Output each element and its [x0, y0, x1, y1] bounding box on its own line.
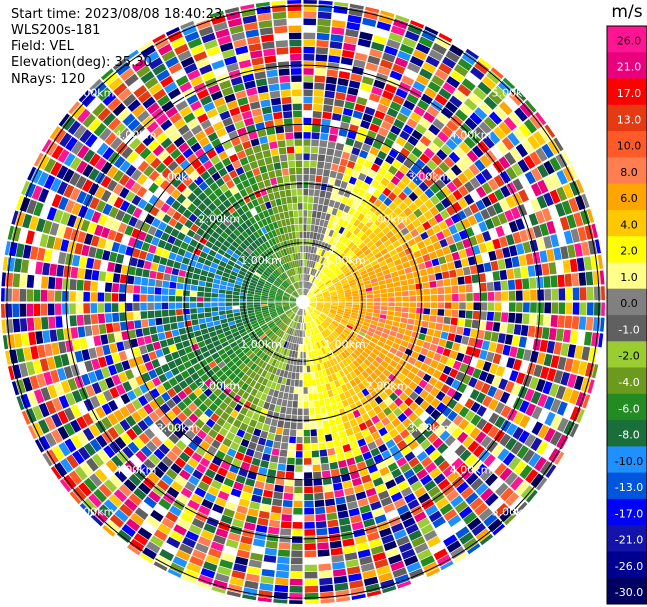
range-ring-label: 4.00km [450, 464, 492, 477]
velocity-gate-group [21, 1, 594, 594]
field-label: Field: VEL [11, 39, 74, 54]
start-time-label: Start time: 2023/08/08 18:40:23 [11, 7, 223, 22]
velocity-gate-group [18, 12, 602, 584]
range-ring-label: 2.00km [366, 380, 408, 393]
nrays-label: NRays: 120 [11, 72, 86, 87]
range-ring-label: 2.00km [199, 380, 241, 393]
azimuth-spoke-120 [302, 301, 565, 454]
azimuth-spoke-240 [41, 301, 304, 454]
range-ring-label: 5.00km [492, 505, 534, 518]
azimuth-spoke-330 [151, 40, 304, 303]
range-ring-label: 3.00km [408, 422, 450, 435]
range-ring-label: 3.00km [408, 170, 450, 183]
range-ring-label: 5.00km [492, 87, 534, 100]
range-ring-label: 5.00km [73, 87, 115, 100]
range-ring-label: 3.00km [157, 422, 199, 435]
velocity-gate-group [192, 142, 451, 463]
azimuth-spoke-210 [151, 301, 304, 564]
range-ring-label: 1.00km [240, 338, 282, 351]
range-ring-label: 1.00km [240, 254, 282, 267]
azimuth-spoke-300 [41, 150, 304, 303]
azimuth-spoke-150 [302, 301, 455, 564]
azimuth-spoke-60 [302, 150, 565, 303]
range-ring-labels: 1.00km 1.00km 1.00km 1.00km 2.00km 2.00km 2.00… [73, 87, 533, 519]
elevation-label: Elevation(deg): 35.30 [11, 55, 152, 70]
range-ring-label: 4.00km [450, 129, 492, 142]
velocity-gates [1, 0, 606, 605]
site-label: WLS200s-181 [11, 23, 101, 38]
range-ring-label: 2.00km [199, 212, 241, 225]
azimuth-spokes [1, 0, 605, 604]
range-ring-label: 1.00km [324, 254, 366, 267]
velocity-gate-group [5, 6, 591, 600]
azimuth-spoke-30 [302, 40, 455, 303]
range-ring-label: 4.00km [115, 464, 157, 477]
range-ring-label: 4.00km [115, 129, 157, 142]
range-ring-label: 5.00km [73, 505, 115, 518]
range-ring-label: 3.00km [157, 170, 199, 183]
velocity-gate-group [5, 18, 601, 583]
range-ring-label: 1.00km [324, 338, 366, 351]
velocity-gate-group [2, 23, 601, 604]
range-ring-label: 2.00km [366, 212, 408, 225]
